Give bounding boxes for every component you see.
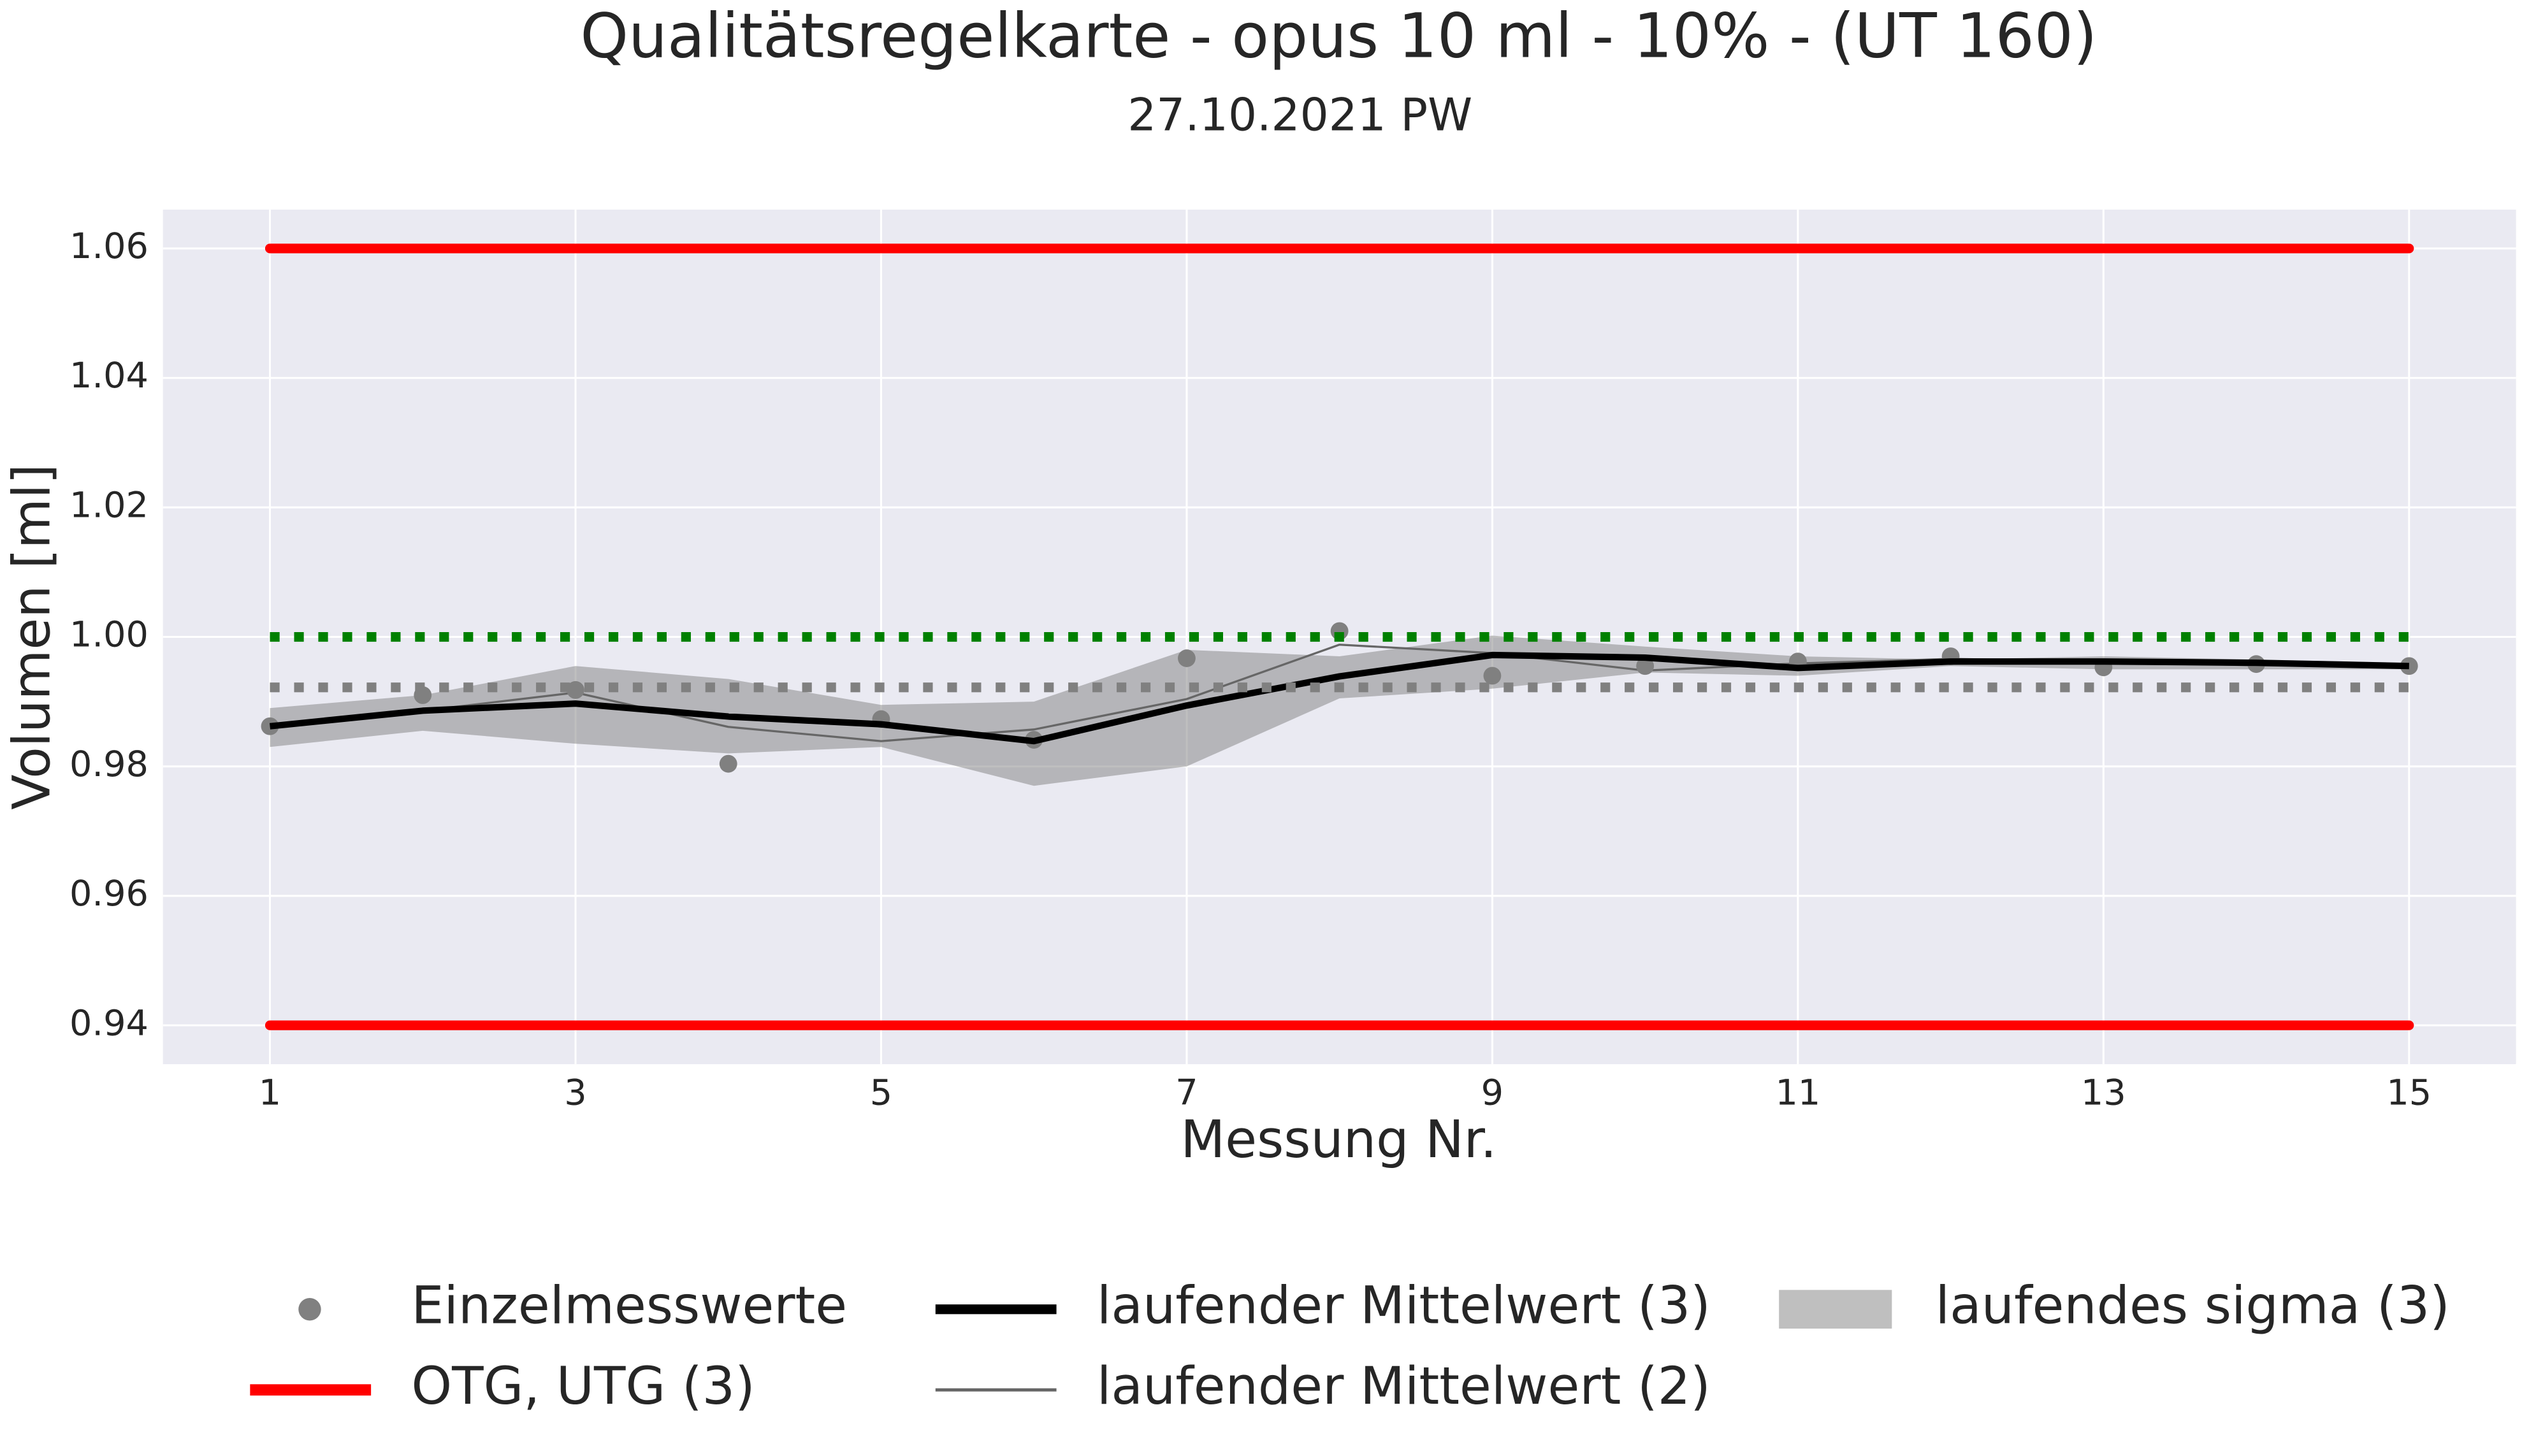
x-tick-label: 7 [1175,1072,1198,1113]
point [1636,657,1655,675]
sigma-band [270,635,2409,786]
x-tick-label: 15 [2386,1072,2431,1113]
point [1178,649,1196,667]
y-tick-label: 0.98 [69,744,149,785]
y-tick-label: 1.02 [69,484,149,526]
chart-title: Qualitätsregelkarte - opus 10 ml - 10% -… [580,1,2097,72]
y-tick-label: 1.00 [69,614,149,656]
y-tick-label: 0.96 [69,873,149,914]
point [1483,667,1502,685]
legend-marker [1779,1290,1892,1329]
point [567,681,584,699]
legend-label: OTG, UTG (3) [411,1357,755,1416]
y-tick-label: 1.06 [69,226,149,267]
x-tick-label: 5 [870,1072,892,1113]
x-axis-label: Messung Nr. [1180,1110,1496,1170]
x-tick-label: 3 [564,1072,586,1113]
legend-label: Einzelmesswerte [411,1276,847,1336]
x-tick-label: 9 [1481,1072,1504,1113]
legend-label: laufender Mittelwert (2) [1097,1357,1711,1416]
y-tick-label: 0.94 [69,1002,149,1044]
point [719,754,737,773]
legend-label: laufendes sigma (3) [1936,1276,2450,1336]
y-tick-label: 1.04 [69,355,149,396]
mean-line [270,651,2409,745]
legend-label: laufender Mittelwert (3) [1097,1276,1711,1336]
legend-marker [298,1298,321,1321]
x-tick-label: 11 [1775,1072,1820,1113]
chart-subtitle: 27.10.2021 PW [1127,88,1472,141]
x-tick-label: 13 [2081,1072,2126,1113]
y-axis-label: Volumen [ml] [3,464,62,810]
x-tick-label: 1 [259,1072,281,1113]
